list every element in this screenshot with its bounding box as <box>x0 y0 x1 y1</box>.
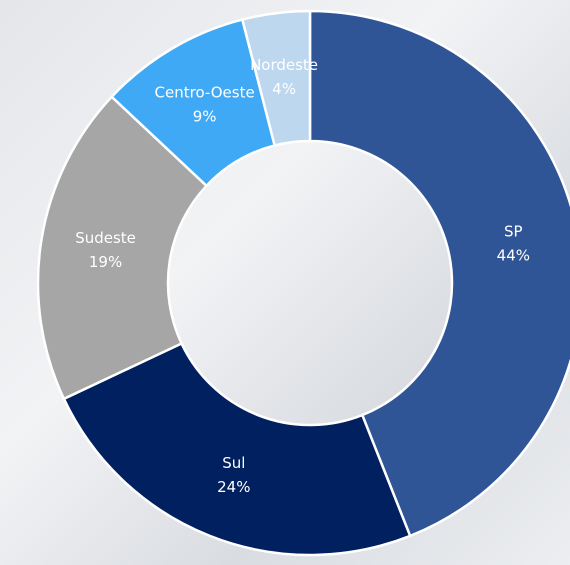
slice <box>62 341 412 557</box>
slice <box>36 95 209 401</box>
slice-label: SP <box>504 223 523 241</box>
slice-label: Sudeste <box>75 229 136 247</box>
value-label: 44% <box>497 247 530 265</box>
value-label: 19% <box>89 253 122 271</box>
value-label: 4% <box>272 80 296 98</box>
value-label: 9% <box>193 107 217 125</box>
value-label: 24% <box>217 478 250 496</box>
slice <box>308 9 570 538</box>
slice-label: Centro-Oeste <box>155 83 255 101</box>
slice-label: Sul <box>222 454 245 472</box>
slice-label: Nordeste <box>250 56 318 74</box>
slice <box>240 9 312 147</box>
